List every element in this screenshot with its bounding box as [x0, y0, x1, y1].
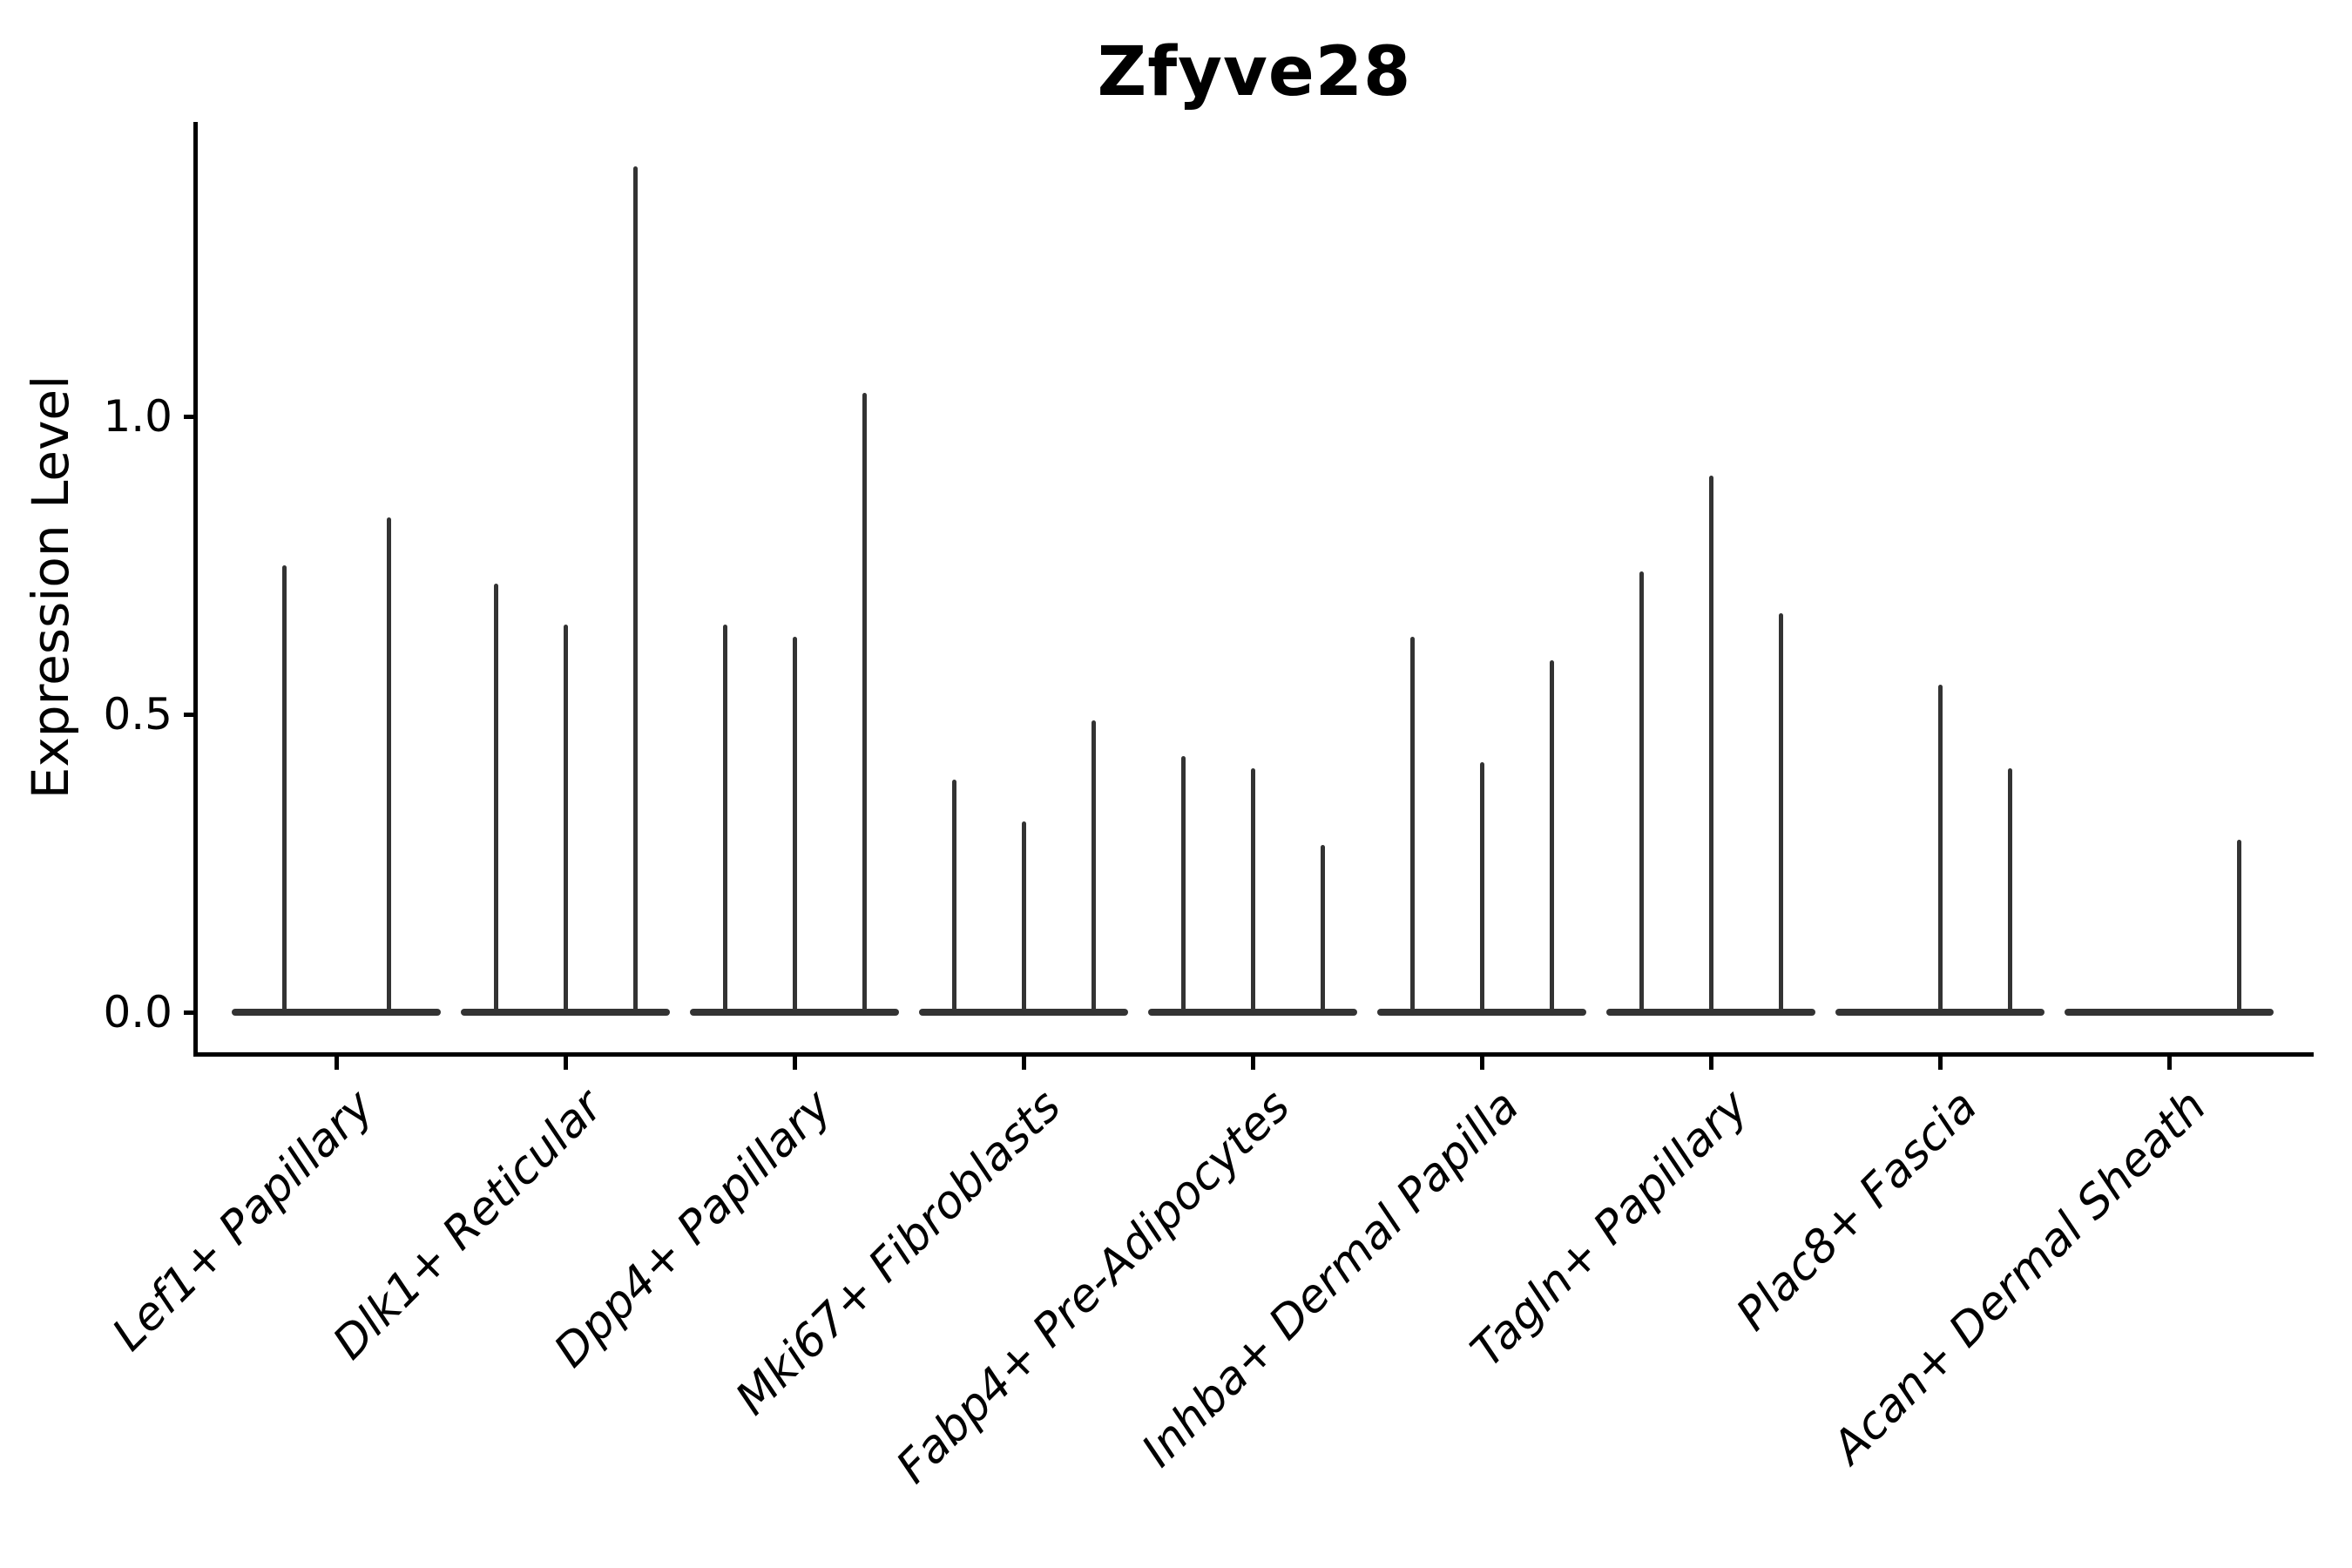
x-tick-mark — [792, 1057, 797, 1070]
y-axis-spine — [193, 122, 198, 1057]
violin-spike — [1250, 767, 1255, 1016]
violin-spike — [2007, 767, 2012, 1016]
violin-spike — [1937, 684, 1943, 1016]
y-tick-label: 0.5 — [103, 689, 172, 740]
x-tick-label: Inhba+ Dermal Papilla — [1132, 1080, 1530, 1477]
violin-spike — [1320, 845, 1325, 1016]
violin-spike — [2236, 839, 2241, 1016]
violin-spike — [632, 166, 638, 1016]
violin-spike — [722, 625, 727, 1016]
y-tick-mark — [184, 1010, 196, 1015]
y-tick-mark — [184, 712, 196, 717]
violin-spike — [563, 625, 568, 1016]
x-axis-spine — [193, 1052, 2314, 1057]
violin-spike — [493, 583, 498, 1016]
x-tick-label: Fabp4+ Pre-Adipocytes — [886, 1080, 1301, 1494]
x-tick-mark — [334, 1057, 339, 1070]
y-tick-label: 1.0 — [103, 391, 172, 442]
y-tick-label: 0.0 — [103, 987, 172, 1037]
violin-spike — [1091, 720, 1096, 1016]
violin-base — [2065, 1009, 2274, 1016]
violin-spike — [1021, 821, 1026, 1016]
violin-spike — [386, 517, 391, 1016]
x-tick-label: Plac8+ Fascia — [1727, 1080, 1988, 1342]
violin-spike — [1708, 476, 1713, 1016]
violin-spike — [1778, 612, 1783, 1016]
violin-spike — [281, 565, 287, 1016]
x-tick-mark — [563, 1057, 568, 1070]
x-tick-mark — [2166, 1057, 2172, 1070]
chart-title: Zfyve28 — [1097, 33, 1412, 112]
x-tick-mark — [1021, 1057, 1026, 1070]
x-tick-mark — [1250, 1057, 1255, 1070]
violin-spike — [1639, 571, 1644, 1016]
x-tick-mark — [1479, 1057, 1484, 1070]
violin-spike — [1409, 637, 1415, 1016]
y-tick-mark — [184, 414, 196, 419]
x-tick-label: Acan+ Dermal Sheath — [1822, 1080, 2217, 1474]
violin-spike — [1180, 755, 1186, 1016]
violin-base — [232, 1009, 441, 1016]
x-tick-mark — [1708, 1057, 1713, 1070]
violin-spike — [1549, 660, 1554, 1016]
violin-spike — [1479, 761, 1484, 1016]
violin-spike — [792, 637, 797, 1016]
violin-spike — [951, 780, 956, 1016]
violin-spike — [862, 392, 867, 1016]
x-tick-mark — [1937, 1057, 1943, 1070]
